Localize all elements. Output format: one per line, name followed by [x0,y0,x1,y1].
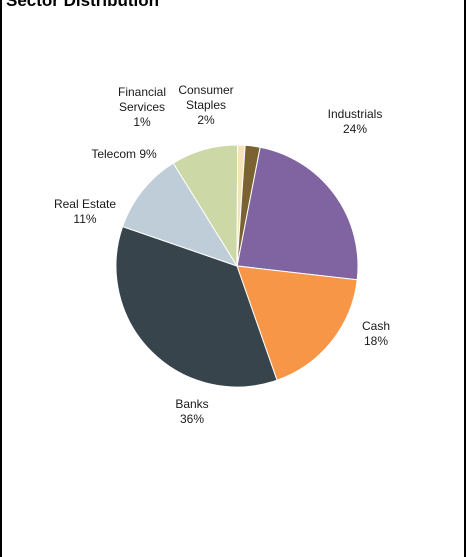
pie-slice-consumer-staples [236,144,261,267]
pie-slice-banks [115,225,278,388]
pie-label-real-estate: Real Estate 11% [54,197,116,226]
pie-label-telecom: Telecom 9% [91,147,157,161]
chart-title: Sector Distribution [6,0,160,10]
pie-label-financial-services: Financial Services 1% [118,85,166,129]
pie-label-industrials: Industrials 24% [328,107,383,136]
pie-label-cash: Cash 18% [362,319,390,348]
pie-label-banks: Banks 36% [175,397,208,426]
pie-label-consumer-staples: Consumer Staples 2% [178,83,233,127]
pie-slice-industrials [236,146,359,281]
pie-slice-real-estate [121,162,239,267]
